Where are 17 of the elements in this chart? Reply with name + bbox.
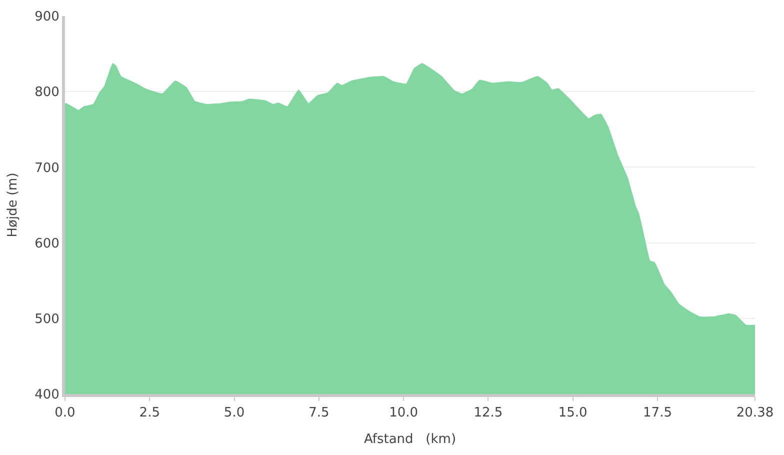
y-tick-label: 600 bbox=[34, 236, 60, 252]
y-tick-label: 400 bbox=[34, 388, 60, 403]
x-axis-title: Afstand (km) bbox=[364, 432, 456, 448]
x-tick-label: 20.38 bbox=[736, 406, 774, 421]
x-tick-label: 5.0 bbox=[224, 406, 245, 421]
x-tick-label: 0.0 bbox=[54, 406, 76, 421]
y-tick-label: 700 bbox=[34, 160, 60, 176]
x-tick-label: 10.0 bbox=[389, 406, 418, 421]
y-tick-label: 500 bbox=[34, 312, 60, 327]
y-axis-title: Højde (m) bbox=[6, 172, 21, 238]
y-tick-label: 800 bbox=[34, 85, 60, 100]
y-tick-label: 900 bbox=[34, 10, 60, 25]
x-tick-label: 15.0 bbox=[558, 406, 588, 421]
x-tick-label: 7.5 bbox=[308, 406, 330, 421]
x-tick-label: 2.5 bbox=[139, 406, 160, 421]
x-tick-label: 12.5 bbox=[474, 406, 503, 421]
x-tick-label: 17.5 bbox=[643, 406, 672, 421]
